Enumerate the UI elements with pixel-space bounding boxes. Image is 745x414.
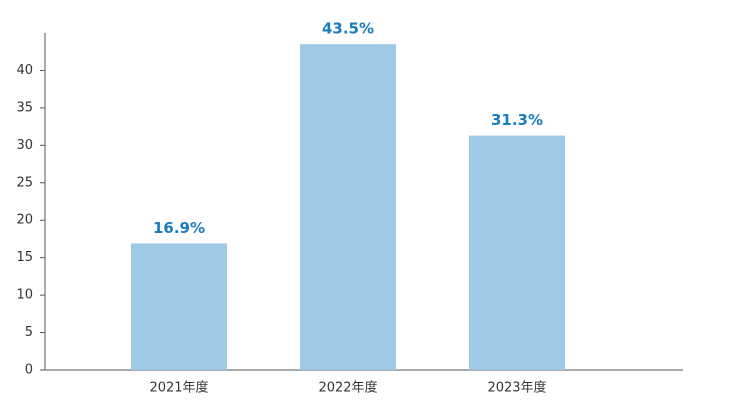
value-label: 16.9% bbox=[153, 219, 205, 237]
bar bbox=[300, 44, 396, 370]
y-tick-label: 0 bbox=[25, 363, 33, 378]
y-tick-label: 10 bbox=[16, 288, 33, 303]
value-label: 43.5% bbox=[322, 20, 374, 38]
y-tick-label: 30 bbox=[16, 138, 33, 153]
y-tick-label: 20 bbox=[16, 213, 33, 228]
bar bbox=[469, 135, 565, 370]
y-tick-label: 25 bbox=[16, 175, 33, 190]
y-tick-label: 40 bbox=[16, 63, 33, 78]
y-tick-label: 5 bbox=[25, 325, 33, 340]
x-tick-label: 2021年度 bbox=[149, 380, 208, 396]
y-tick-label: 15 bbox=[16, 250, 33, 265]
value-label: 31.3% bbox=[491, 111, 543, 129]
y-tick-label: 35 bbox=[16, 100, 33, 115]
x-tick-label: 2023年度 bbox=[487, 380, 546, 396]
x-tick-label: 2022年度 bbox=[318, 380, 377, 396]
bar bbox=[131, 243, 227, 370]
